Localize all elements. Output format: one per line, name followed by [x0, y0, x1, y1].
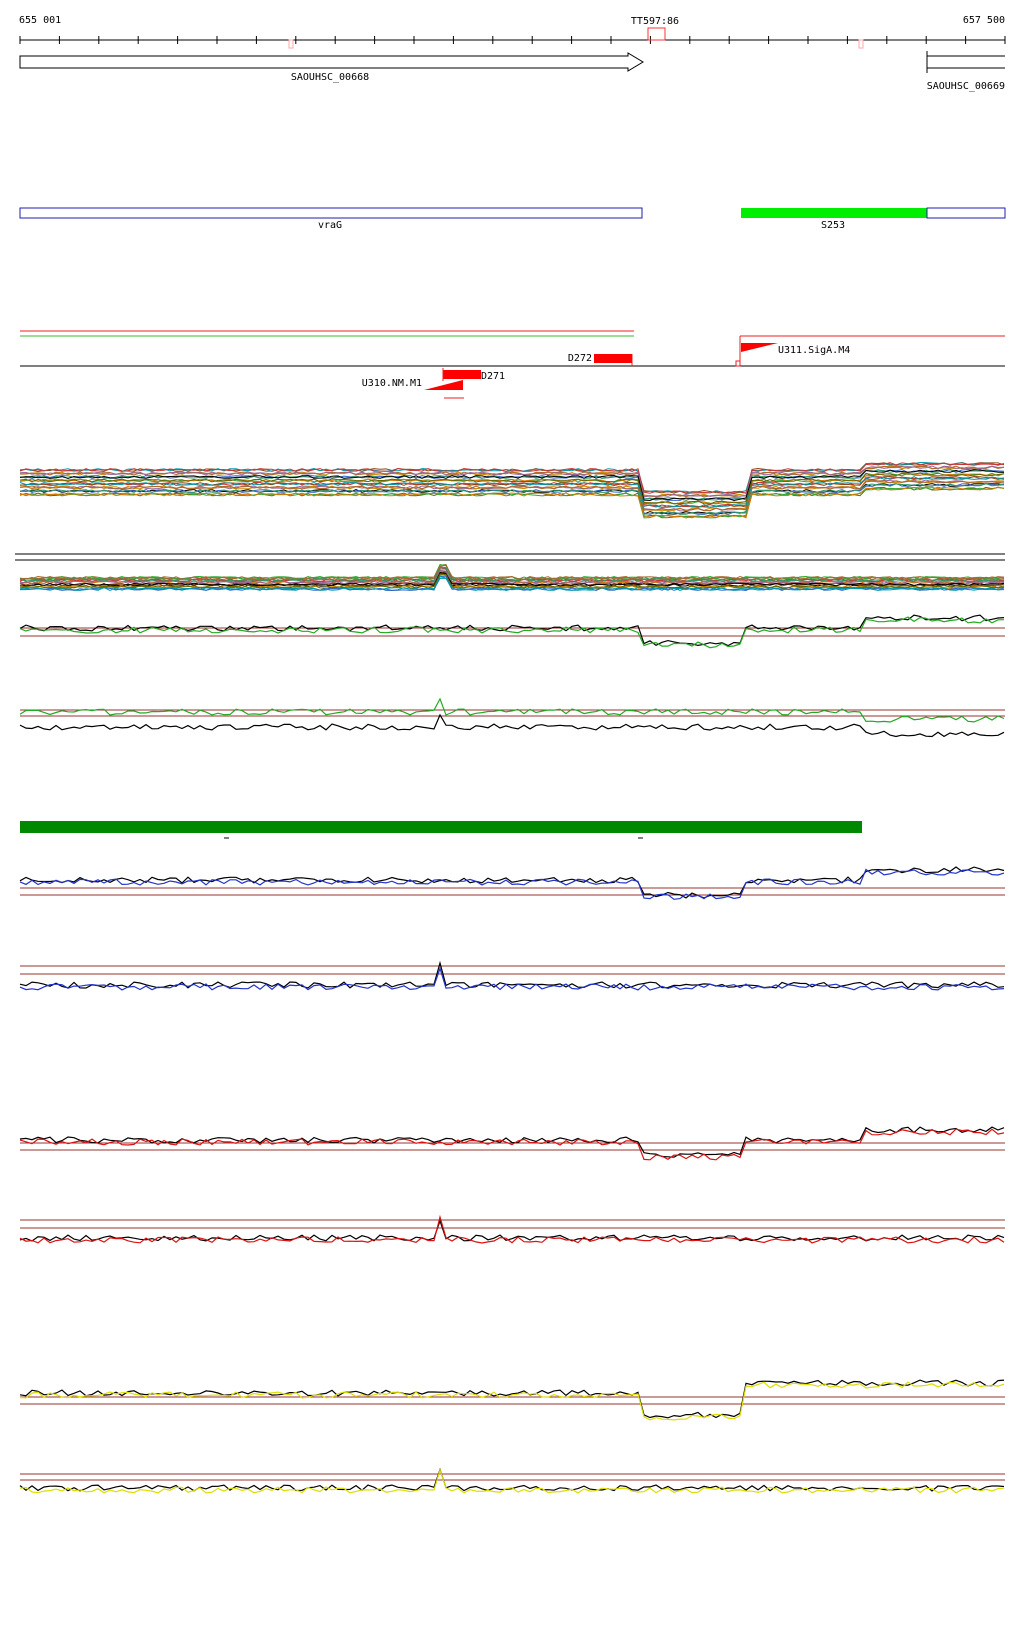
ruler-marker-label: TT597:86 — [631, 16, 679, 27]
gene-arrow-forward[interactable] — [19, 52, 644, 72]
condition-profile-line — [19, 469, 1005, 502]
condition-profile-line — [19, 479, 1005, 512]
profile-line-black — [19, 866, 1005, 899]
profile-line-colored — [19, 1128, 1005, 1161]
condition-profile-line — [19, 573, 1005, 589]
regulatory-track: D272 U311.SigA.M4 D271 U310.NM.M1 — [20, 330, 1005, 399]
condition-profile-line — [19, 486, 1005, 519]
multi-condition-profile-upper — [19, 461, 1005, 519]
profile-line-colored — [19, 697, 1005, 723]
s253-bar[interactable] — [741, 208, 927, 218]
ruler-small-marker — [288, 39, 294, 49]
condition-profile-line — [19, 476, 1004, 508]
position-ruler: 655 001 657 500 TT597:86 — [19, 15, 1006, 49]
u311-label: U311.SigA.M4 — [778, 345, 850, 356]
condition-profile-line — [19, 575, 1005, 592]
coverage-bar[interactable] — [20, 821, 862, 833]
coverage-bar-track — [20, 821, 862, 839]
profile-line-colored — [19, 616, 1005, 649]
u311-tss — [735, 360, 741, 367]
profile-line-black — [19, 1219, 1005, 1242]
condition-profile-line — [19, 469, 1005, 501]
profile-line-colored — [19, 868, 1005, 900]
condition-profile-line — [19, 566, 1005, 583]
s253-label: S253 — [821, 220, 845, 231]
ruler-small-marker — [858, 39, 864, 49]
d271-label: D271 — [481, 371, 505, 382]
profile-line-colored — [19, 1468, 1005, 1494]
condition-profile-line — [19, 472, 1005, 505]
gene-arrow-reverse[interactable] — [926, 51, 1005, 73]
u310-promoter-arrow[interactable] — [424, 380, 463, 390]
s253-bar-tail — [926, 207, 1006, 219]
vrag-label: vraG — [318, 220, 342, 231]
gene-label-reverse: SAOUHSC_00669 — [927, 81, 1005, 92]
profile-line-black — [19, 614, 1005, 647]
profile-line-black — [19, 1379, 1005, 1419]
d272-label: D272 — [568, 353, 592, 364]
condition-profile-line — [19, 486, 1005, 519]
ruler-start-label: 655 001 — [19, 15, 61, 26]
profile-line-black — [19, 960, 1005, 989]
ruler-marker-box[interactable] — [647, 27, 666, 41]
condition-profile-line — [19, 465, 1005, 498]
d271-block[interactable] — [443, 370, 481, 379]
gene-label-forward: SAOUHSC_00668 — [291, 72, 369, 83]
profile-line-colored — [19, 966, 1005, 991]
profile-line-colored — [19, 1381, 1005, 1421]
profile-line-black — [19, 713, 1005, 738]
gene-track: SAOUHSC_00668 SAOUHSC_00669 — [19, 51, 1005, 92]
ruler-end-label: 657 500 — [963, 15, 1005, 26]
u311-promoter-arrow[interactable] — [741, 343, 778, 352]
condition-profile-line — [19, 572, 1005, 587]
condition-profile-line — [19, 462, 1005, 495]
u310-label: U310.NM.M1 — [362, 378, 422, 389]
d272-block[interactable] — [594, 354, 632, 363]
multi-condition-profile-lower — [15, 553, 1005, 592]
profile-line-colored — [19, 1214, 1005, 1244]
condition-profile-line — [20, 575, 1005, 592]
annotation-track: vraG S253 — [19, 207, 1006, 231]
condition-profile-line — [19, 483, 1005, 515]
expression-profiles — [19, 614, 1005, 1494]
condition-profile-line — [19, 569, 1005, 585]
vrag-bar[interactable] — [19, 207, 643, 219]
